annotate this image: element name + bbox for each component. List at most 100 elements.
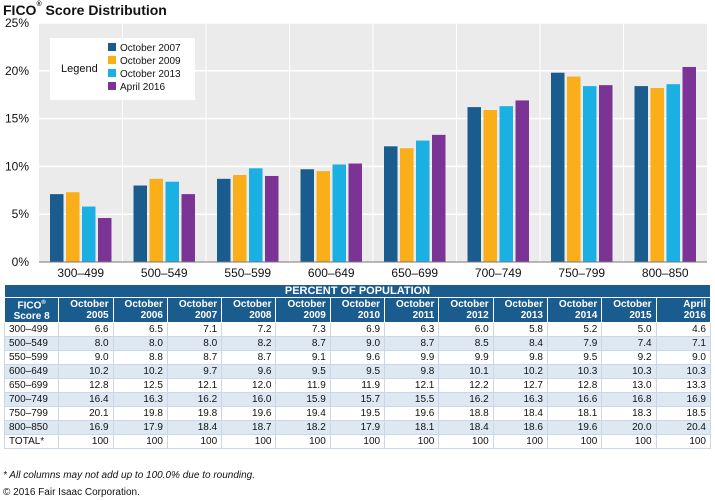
- row-label: TOTAL*: [3, 434, 60, 450]
- table-row: 700–749 16.4 16.3 16.2 16.0 15.9 15.7 15.5 16.2 1…: [3, 392, 712, 408]
- copyright: © 2016 Fair Isaac Corporation.: [3, 487, 140, 498]
- table-cell: 19.4: [275, 406, 331, 422]
- row-label: 550–599: [3, 350, 60, 366]
- bar: [515, 100, 529, 262]
- x-tick-label: 700–749: [475, 266, 522, 280]
- table-cell: 7.1: [166, 322, 223, 338]
- table-cell: 100: [438, 434, 494, 450]
- table-cell: 7.4: [601, 336, 657, 352]
- legend: Legend October 2007 October 2009 October 20…: [50, 38, 195, 100]
- bar: [50, 194, 64, 262]
- bar: [583, 86, 597, 262]
- header-fico-score: FICO® Score 8: [3, 296, 60, 324]
- table-cell: 16.9: [58, 420, 114, 436]
- bar: [567, 76, 581, 262]
- column-header: April 2016: [655, 296, 712, 324]
- table-row: 550–599 9.0 8.8 8.7 8.7 9.1 9.6 9.9 9.9 9.8 9.5 9.2…: [3, 350, 712, 366]
- bar: [467, 107, 481, 263]
- table-cell: 16.4: [58, 392, 114, 408]
- row-label: 750–799: [3, 406, 60, 422]
- table-cell: 9.0: [58, 350, 114, 366]
- x-tick-label: 750–799: [558, 266, 605, 280]
- table-cell: 16.6: [546, 392, 603, 408]
- table-caption: PERCENT OF POPULATION: [4, 284, 711, 298]
- row-label: 500–549: [3, 336, 60, 352]
- table-cell: 17.9: [329, 420, 386, 436]
- bar: [682, 66, 696, 262]
- table-cell: 18.7: [221, 420, 277, 436]
- y-tick-label: 0%: [12, 255, 30, 269]
- table-cell: 10.2: [58, 364, 114, 380]
- table-cell: 100: [275, 434, 331, 450]
- table-row: 750–799 20.1 19.8 19.8 19.6 19.4 19.5 19.6 18.8 1…: [3, 406, 712, 422]
- bar: [66, 192, 80, 262]
- table-cell: 100: [492, 434, 548, 450]
- table-cell: 5.2: [546, 322, 603, 338]
- table-cell: 20.1: [58, 406, 114, 422]
- x-tick-label: 300–499: [57, 266, 104, 280]
- y-tick-label: 10%: [5, 159, 29, 173]
- column-header: October 2006: [112, 296, 168, 324]
- column-header: October 2007: [166, 296, 223, 324]
- table-cell: 18.6: [492, 420, 548, 436]
- table-cell: 8.7: [166, 350, 223, 366]
- table-row: TOTAL* 100 100 100 100 100 100 100 100 100 100 100 1…: [3, 434, 712, 450]
- bar: [666, 84, 680, 263]
- legend-box: [50, 38, 195, 100]
- column-header: October 2008: [221, 296, 277, 324]
- row-label: 600–649: [3, 364, 60, 380]
- column-header: October 2013: [492, 296, 548, 324]
- bar-chart: 0% 5% 10% 15% 20% 25% 300–499 500–549 550–599 600…: [5, 16, 707, 280]
- bar: [483, 109, 497, 262]
- table-cell: 7.3: [275, 322, 331, 338]
- table-cell: 15.7: [329, 392, 386, 408]
- table-row: 800–850 16.9 17.9 18.4 18.7 18.2 17.9 18.1 18.4 1…: [3, 420, 712, 436]
- y-tick-label: 15%: [5, 112, 29, 126]
- table-cell: 16.3: [112, 392, 168, 408]
- table-cell: 5.0: [601, 322, 657, 338]
- legend-label: October 2007: [120, 43, 181, 54]
- table-cell: 5.8: [492, 322, 548, 338]
- table-cell: 11.9: [275, 378, 331, 394]
- table-cell: 20.4: [655, 420, 712, 436]
- table-cell: 100: [58, 434, 114, 450]
- footnote: * All columns may not add up to 100.0% d…: [3, 470, 256, 481]
- table-cell: 8.8: [112, 350, 168, 366]
- table-cell: 6.0: [438, 322, 494, 338]
- table-cell: 19.6: [384, 406, 440, 422]
- table-cell: 16.8: [601, 392, 657, 408]
- bar: [233, 175, 247, 262]
- table-cell: 100: [166, 434, 223, 450]
- y-tick-label: 5%: [12, 207, 30, 221]
- table-cell: 100: [221, 434, 277, 450]
- table-cell: 18.3: [601, 406, 657, 422]
- column-header: October 2010: [329, 296, 386, 324]
- legend-label: October 2013: [120, 69, 181, 80]
- table-cell: 9.8: [384, 364, 440, 380]
- table-cell: 100: [329, 434, 386, 450]
- table-cell: 9.2: [601, 350, 657, 366]
- column-header: October 2009: [275, 296, 331, 324]
- table-cell: 9.5: [329, 364, 386, 380]
- table-cell: 19.8: [166, 406, 223, 422]
- table-cell: 10.2: [112, 364, 168, 380]
- x-tick-label: 600–649: [308, 266, 355, 280]
- row-label: 700–749: [3, 392, 60, 408]
- table-cell: 10.3: [655, 364, 712, 380]
- bar: [181, 194, 195, 262]
- bar: [416, 140, 430, 262]
- table-cell: 16.2: [438, 392, 494, 408]
- table-cell: 12.1: [166, 378, 223, 394]
- table-cell: 8.5: [438, 336, 494, 352]
- table-cell: 12.5: [112, 378, 168, 394]
- column-header: October 2011: [384, 296, 440, 324]
- x-tick-label: 500–549: [141, 266, 188, 280]
- table-cell: 8.0: [112, 336, 168, 352]
- table-cell: 16.0: [221, 392, 277, 408]
- table-cell: 9.5: [275, 364, 331, 380]
- legend-swatch: [108, 43, 116, 51]
- bar: [599, 85, 613, 262]
- table-cell: 12.8: [546, 378, 603, 394]
- bar: [316, 171, 330, 262]
- y-tick-label: 20%: [5, 64, 29, 78]
